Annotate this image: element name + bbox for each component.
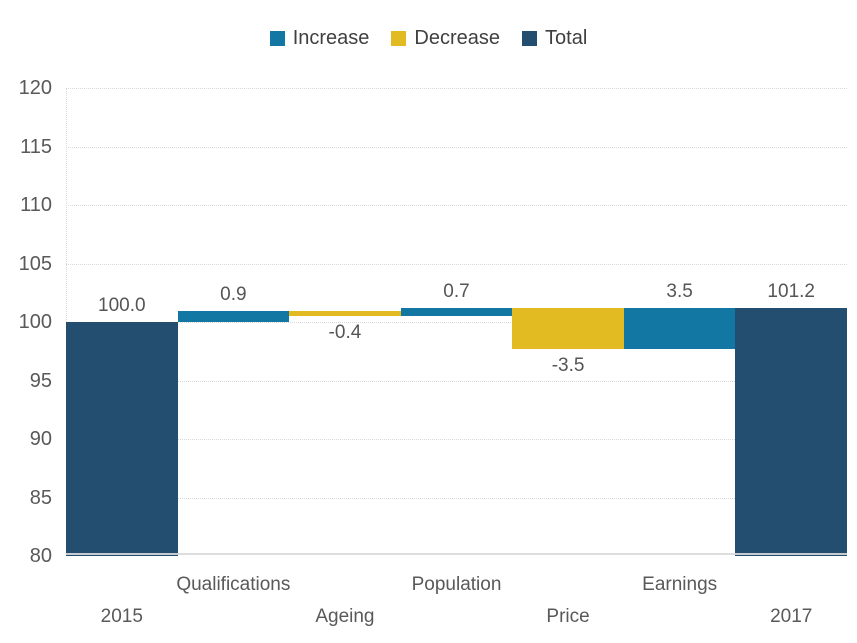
bar-price [512,307,624,349]
bar-qualifications [177,311,290,322]
gridline-105 [66,263,847,265]
y-axis-label-85: 85 [29,486,52,509]
gridline-95 [66,380,847,382]
bar-ageing [289,311,401,317]
plot-area: 100.0 0.9 -0.4 0.7 -3.5 3.5 101.2 [66,88,847,556]
x-axis-baseline [66,553,847,555]
y-axis-label-95: 95 [29,369,52,392]
y-axis-label-105: 105 [18,252,52,275]
x-axis: 2015 Qualifications Ageing Population Price E… [66,558,847,638]
x-axis-label-earnings: Earnings [642,574,718,595]
bar-value-label-population: 0.7 [443,280,470,302]
legend-label: Total [545,27,588,49]
bar-2015 [66,322,178,556]
y-axis-label-110: 110 [20,194,52,216]
y-axis-label-120: 120 [18,77,52,99]
legend-item-increase: Increase [269,27,370,50]
legend-item-decrease: Decrease [391,27,500,50]
gridline-115 [66,146,847,148]
gridline-120 [66,88,847,89]
bar-value-label-2015: 100.0 [98,295,146,316]
legend-swatch-increase [269,31,285,46]
y-axis-label-100: 100 [18,311,52,333]
y-axis-label-90: 90 [29,428,52,450]
gridline-85 [66,497,847,499]
gridline-90 [66,439,847,440]
y-axis-label-80: 80 [29,545,52,567]
bar-value-label-earnings: 3.5 [666,280,693,302]
legend-label: Decrease [414,27,501,49]
y-axis-label-115: 115 [20,135,52,158]
gridline-100 [66,322,847,323]
x-axis-label-population: Population [411,574,502,595]
bar-earnings [623,307,736,349]
legend-label: Increase [292,27,370,49]
x-axis-label-ageing: Ageing [315,606,375,627]
x-axis-label-2015: 2015 [100,606,143,627]
x-axis-label-qualifications: Qualifications [176,574,291,595]
bar-value-label-qualifications: 0.9 [220,284,247,306]
bar-2017 [735,307,847,556]
x-axis-label-price: Price [546,606,590,627]
bar-value-label-ageing: -0.4 [328,322,362,344]
chart-legend: Increase Decrease Total [0,27,857,50]
bar-value-label-2017: 101.2 [767,280,815,302]
legend-item-total: Total [522,27,587,50]
gridline-110 [66,205,847,206]
legend-swatch-total [522,31,538,46]
legend-swatch-decrease [391,31,407,46]
bar-population [400,307,513,317]
x-axis-label-2017: 2017 [770,606,813,627]
bar-value-label-price: -3.5 [551,354,585,376]
